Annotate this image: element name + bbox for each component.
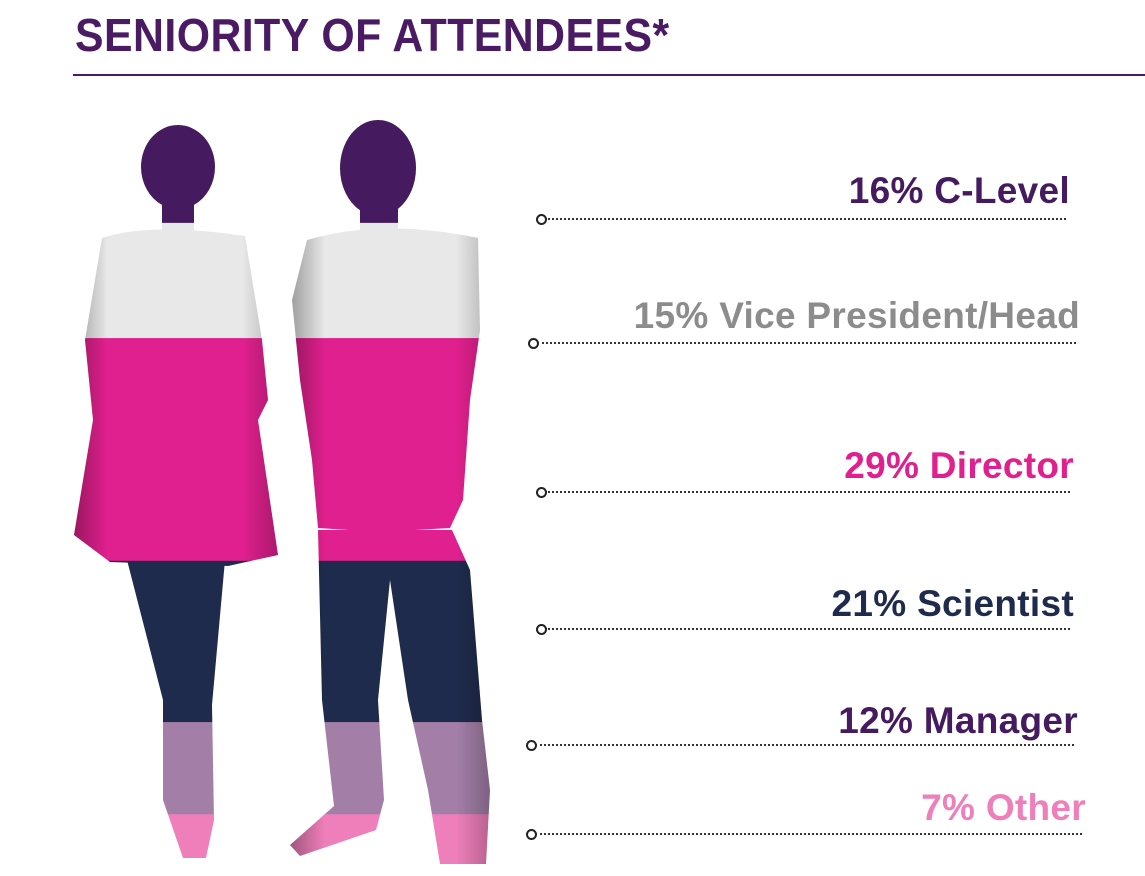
leader-line-director [545, 491, 1070, 493]
leader-dot-scientist [536, 624, 547, 635]
label-director: 29% Director [844, 445, 1074, 486]
leader-dot-manager [526, 740, 537, 751]
leader-line-vice-president-head [537, 342, 1076, 344]
label-scientist: 21% Scientist [831, 583, 1074, 624]
label-manager: 12% Manager [838, 700, 1078, 741]
leader-dot-director [536, 487, 547, 498]
chart-title: SENIORITY OF ATTENDEES* [75, 9, 670, 61]
label-other: 7% Other [921, 787, 1086, 828]
label-vice-president-head: 15% Vice President/Head [633, 295, 1080, 336]
leader-line-c-level [545, 218, 1066, 220]
leader-dot-c-level [536, 214, 547, 225]
band-c-level [74, 120, 490, 224]
leader-dot-other [526, 829, 537, 840]
title-underline [73, 74, 1145, 76]
label-c-level: 16% C-Level [848, 170, 1070, 211]
leader-line-other [535, 833, 1082, 835]
leader-line-scientist [545, 628, 1070, 630]
leader-dot-vice-president-head [528, 338, 539, 349]
leader-line-manager [535, 744, 1074, 746]
